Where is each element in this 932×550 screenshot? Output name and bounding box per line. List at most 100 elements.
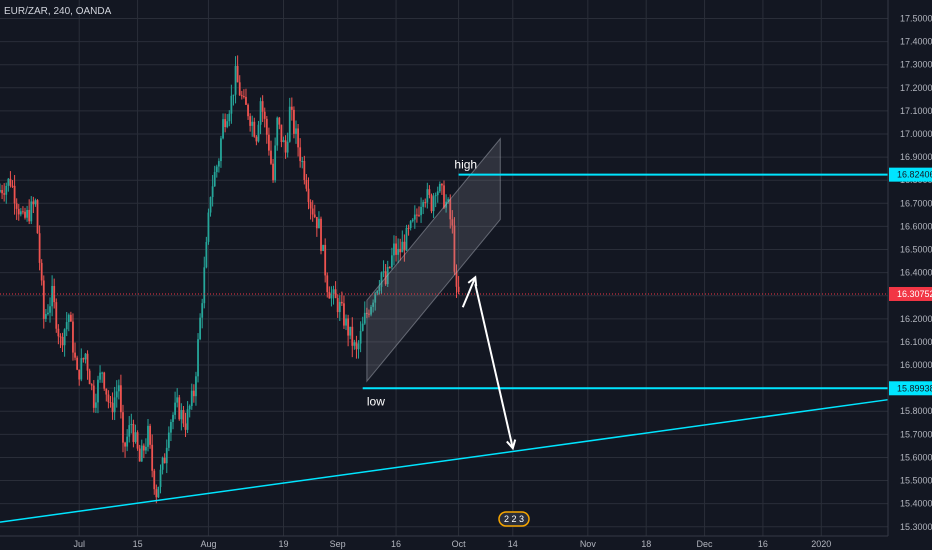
candle-body bbox=[251, 121, 254, 126]
candle-body bbox=[69, 314, 72, 322]
candle-body bbox=[232, 94, 235, 96]
x-tick-label: 16 bbox=[758, 539, 768, 549]
candle-body bbox=[390, 255, 393, 268]
events-badge-bg bbox=[498, 511, 530, 527]
candle-body bbox=[393, 243, 395, 256]
candle-body bbox=[268, 134, 270, 151]
candle-body bbox=[38, 233, 41, 263]
price-tags: 16.82406 15.89938 16.30752 bbox=[889, 167, 932, 396]
y-tick-label: 16.50000 bbox=[900, 245, 932, 255]
candle-body bbox=[28, 209, 31, 222]
candle-body bbox=[5, 185, 8, 195]
candle-body bbox=[130, 423, 133, 426]
candle-body bbox=[272, 163, 274, 181]
candle-body bbox=[32, 201, 35, 205]
candle-body bbox=[347, 318, 350, 336]
candle-body bbox=[209, 197, 212, 213]
candle-body bbox=[328, 292, 331, 299]
candle-body bbox=[167, 432, 170, 448]
candle-body bbox=[286, 141, 289, 153]
candle-body bbox=[436, 191, 439, 196]
candle-body bbox=[453, 225, 456, 272]
candle-body bbox=[182, 410, 185, 424]
candle-body bbox=[455, 271, 458, 287]
candle-body bbox=[261, 101, 264, 112]
candle-body bbox=[365, 312, 368, 314]
price-axis[interactable]: 17.50000 17.40000 17.30000 17.20000 17.10000… bbox=[900, 13, 932, 531]
candle-body bbox=[238, 82, 241, 96]
candle-body bbox=[111, 402, 114, 413]
last-price-tag-text: 16.30752 bbox=[897, 289, 932, 299]
candle-body bbox=[199, 317, 202, 340]
candle-body bbox=[134, 432, 137, 442]
arrow-down-head bbox=[506, 439, 517, 451]
candle-body bbox=[332, 289, 335, 295]
candle-body bbox=[161, 457, 164, 470]
x-tick-label: Oct bbox=[452, 539, 467, 549]
candle-body bbox=[278, 117, 281, 125]
candle-body bbox=[388, 266, 391, 268]
candle-body bbox=[270, 150, 272, 164]
candle-body bbox=[132, 423, 135, 442]
candle-body bbox=[280, 124, 283, 142]
candle-body bbox=[395, 243, 397, 255]
y-tick-label: 16.00000 bbox=[900, 360, 932, 370]
y-tick-label: 16.90000 bbox=[900, 152, 932, 162]
candle-body bbox=[230, 95, 233, 114]
candle-body bbox=[405, 227, 408, 251]
candle-body bbox=[326, 275, 329, 293]
candle-body bbox=[215, 166, 218, 173]
candle-body bbox=[245, 96, 247, 105]
candle-body bbox=[334, 289, 337, 299]
candle-body bbox=[80, 358, 83, 380]
candle-body bbox=[105, 388, 108, 395]
candle-body bbox=[103, 372, 106, 389]
support-price-tag-bg bbox=[889, 381, 932, 396]
candle-body bbox=[76, 357, 79, 370]
candle-body bbox=[357, 343, 360, 350]
candle-body bbox=[84, 353, 87, 360]
candle-body bbox=[1, 190, 3, 194]
symbol-title[interactable]: EUR/ZAR, 240, OANDA bbox=[4, 6, 112, 17]
low-label: low bbox=[367, 394, 385, 408]
candle-body bbox=[109, 402, 112, 404]
candle-body bbox=[363, 312, 366, 324]
candle-body bbox=[449, 199, 452, 220]
candle-body bbox=[293, 109, 295, 134]
candle-body bbox=[295, 128, 297, 134]
candle-body bbox=[441, 183, 443, 186]
candle-body bbox=[370, 306, 372, 315]
candle-body bbox=[15, 203, 18, 209]
candle-body bbox=[330, 294, 333, 299]
candle-body bbox=[311, 208, 314, 215]
candle-body bbox=[59, 336, 62, 338]
candle-body bbox=[211, 186, 214, 198]
y-tick-label: 17.50000 bbox=[900, 13, 932, 23]
candle-body bbox=[142, 445, 145, 451]
candle-body bbox=[88, 370, 91, 385]
candle-body bbox=[74, 352, 76, 358]
candle-body bbox=[186, 409, 189, 430]
candle-body bbox=[226, 121, 229, 128]
time-axis[interactable]: Jul 15 Aug 19 Sep 16 Oct 14 Nov 18 Dec 16 2020 bbox=[73, 539, 831, 549]
candle-body bbox=[213, 172, 216, 187]
y-tick-label: 17.20000 bbox=[900, 83, 932, 93]
candle-body bbox=[153, 470, 156, 490]
candle-body bbox=[180, 410, 183, 420]
candle-body bbox=[122, 412, 124, 443]
candle-body bbox=[124, 442, 126, 447]
candle-body bbox=[290, 106, 293, 110]
candle-body bbox=[353, 342, 356, 346]
candle-body bbox=[203, 267, 206, 304]
y-tick-label: 16.10000 bbox=[900, 337, 932, 347]
candle-body bbox=[188, 405, 191, 410]
candle-body bbox=[255, 136, 258, 142]
candle-body bbox=[355, 342, 358, 350]
candle-body bbox=[99, 372, 101, 380]
candles bbox=[0, 55, 460, 504]
candle-body bbox=[24, 211, 26, 218]
candle-body bbox=[192, 390, 195, 397]
candle-body bbox=[67, 314, 70, 323]
